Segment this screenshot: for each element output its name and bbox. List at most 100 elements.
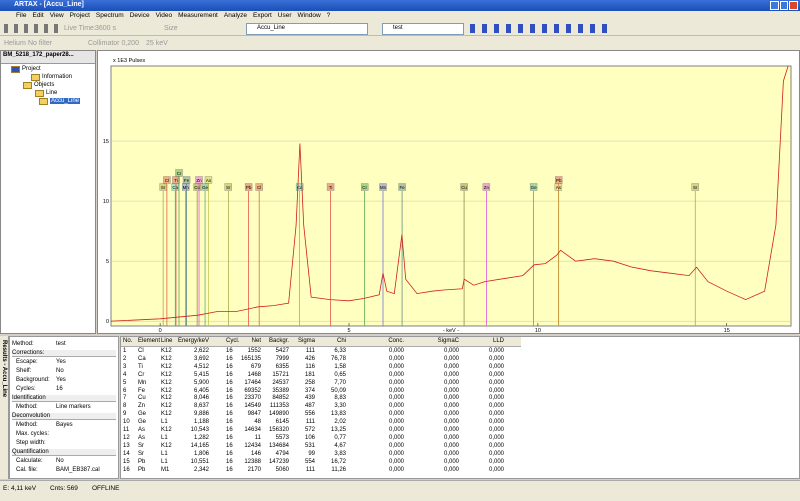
table-cell: 16 bbox=[226, 419, 233, 426]
table-cell: 16 bbox=[226, 395, 233, 402]
table-cell: 0,000 bbox=[488, 419, 504, 426]
element-marker-box bbox=[529, 183, 538, 191]
device-setting: Helium bbox=[4, 40, 26, 47]
table-cell: 0,000 bbox=[488, 450, 504, 457]
table-cell: 0,000 bbox=[488, 371, 504, 378]
tree-item[interactable]: Project bbox=[11, 65, 41, 73]
menu-item[interactable]: Video bbox=[155, 12, 173, 19]
table-cell: 35389 bbox=[272, 387, 289, 394]
column-header: Energy/keV bbox=[177, 338, 209, 344]
table-cell: 16 bbox=[226, 363, 233, 370]
table-cell: 6145 bbox=[275, 419, 289, 426]
table-cell: 165135 bbox=[240, 355, 261, 362]
table-cell: 156320 bbox=[268, 427, 289, 433]
folder-icon bbox=[39, 97, 48, 105]
table-cell: Ge bbox=[138, 411, 147, 418]
side-tab-label[interactable]: Results - Accu_Line bbox=[1, 340, 7, 398]
tree-item[interactable]: Objects bbox=[23, 81, 54, 89]
table-cell: 0,000 bbox=[388, 466, 404, 473]
menu-item[interactable]: Analyze bbox=[223, 12, 247, 19]
setting-label: Method: bbox=[12, 341, 34, 347]
table-cell: 0,000 bbox=[443, 379, 459, 386]
table-cell: 3,30 bbox=[334, 403, 346, 410]
menu-item[interactable]: Edit bbox=[32, 12, 44, 19]
table-cell: 0,000 bbox=[388, 427, 404, 433]
menu-item[interactable]: Export bbox=[253, 12, 272, 19]
element-marker-box bbox=[326, 183, 335, 191]
table-cell: 3,83 bbox=[334, 450, 346, 457]
toolbar-icons[interactable] bbox=[470, 24, 610, 33]
table-cell: 146 bbox=[250, 450, 261, 457]
table-cell: 0,000 bbox=[443, 348, 459, 354]
device-icons[interactable] bbox=[4, 24, 62, 33]
menu-item[interactable]: File bbox=[16, 12, 27, 19]
menu-item[interactable]: Project bbox=[69, 12, 90, 19]
menu-item[interactable]: Window bbox=[297, 12, 321, 19]
table-cell: 16 bbox=[226, 387, 233, 394]
minimize-button[interactable] bbox=[770, 1, 779, 10]
section-header: Quantification bbox=[12, 449, 116, 456]
table-cell: K12 bbox=[161, 411, 172, 418]
table-cell: 6,405 bbox=[193, 387, 209, 394]
element-marker-box bbox=[691, 183, 699, 191]
table-cell: K12 bbox=[161, 427, 172, 433]
maximize-button[interactable] bbox=[779, 1, 789, 10]
size-button[interactable]: Size bbox=[164, 25, 178, 32]
table-cell: M1 bbox=[161, 466, 170, 473]
table-cell: 1552 bbox=[247, 348, 261, 354]
setting-value: test bbox=[56, 341, 66, 347]
y-tick-label: 0 bbox=[106, 319, 109, 325]
table-cell: K12 bbox=[161, 442, 172, 449]
table-cell: 8,83 bbox=[334, 395, 346, 402]
menu-bar: File Edit View Project Spectrum Device Video Me… bbox=[0, 11, 800, 21]
window-buttons bbox=[770, 1, 799, 10]
method-select[interactable]: test bbox=[382, 23, 464, 35]
tree-item[interactable]: Information bbox=[31, 73, 72, 81]
table-cell: 0,000 bbox=[488, 403, 504, 410]
spectrum-window: x 1E3 Pulses - keV -0 5 10 15 0 5 10 15 Sr Cl Ca Ti C… bbox=[97, 50, 800, 334]
y-tick-label: 15 bbox=[103, 139, 109, 145]
tree-label: Accu_Line bbox=[50, 98, 81, 104]
element-marker-label: Ge bbox=[202, 185, 209, 190]
column-header: Chi bbox=[336, 338, 346, 344]
setting-label: Max. cycles: bbox=[16, 431, 50, 437]
menu-item[interactable]: Measurement bbox=[178, 12, 218, 19]
table-cell: Mn bbox=[138, 379, 147, 386]
table-cell: 1 bbox=[123, 348, 127, 354]
table-cell: 0,000 bbox=[443, 466, 459, 473]
table-cell: 0,000 bbox=[443, 458, 459, 465]
table-cell: 11,26 bbox=[331, 466, 346, 473]
element-marker-label: Pb bbox=[246, 185, 252, 190]
menu-item[interactable]: Device bbox=[129, 12, 150, 19]
close-button[interactable] bbox=[789, 1, 799, 10]
folder-icon bbox=[31, 73, 40, 81]
tree-item[interactable]: Line bbox=[35, 89, 57, 97]
plot-area bbox=[110, 65, 792, 327]
menu-item[interactable]: Spectrum bbox=[95, 12, 124, 19]
table-cell: 0,000 bbox=[388, 403, 404, 410]
table-cell: 24537 bbox=[272, 379, 289, 386]
table-cell: K12 bbox=[161, 403, 172, 410]
spectrum-select[interactable]: Accu_Line bbox=[246, 23, 368, 35]
table-cell: 12434 bbox=[244, 442, 261, 449]
table-cell: 1,58 bbox=[334, 363, 346, 370]
element-marker-label: Mn bbox=[380, 185, 387, 190]
table-cell: Zn bbox=[138, 403, 146, 410]
table-cell: 16 bbox=[226, 458, 233, 465]
spectrum-name: Accu_Line bbox=[257, 25, 286, 31]
table-cell: 14549 bbox=[244, 403, 261, 410]
table-cell: 7,70 bbox=[334, 379, 346, 386]
menu-item[interactable]: View bbox=[49, 12, 64, 19]
setting-value: Line markers bbox=[56, 404, 91, 410]
table-cell: 6,33 bbox=[334, 348, 346, 354]
tree-item[interactable]: Accu_Line bbox=[39, 97, 81, 105]
table-cell: 0,000 bbox=[443, 434, 459, 441]
setting-label: Method: bbox=[16, 422, 38, 428]
table-cell: 5 bbox=[123, 379, 127, 386]
table-cell: 0,000 bbox=[443, 395, 459, 402]
menu-item[interactable]: User bbox=[277, 12, 292, 19]
table-cell: 16 bbox=[123, 466, 130, 473]
table-cell: 1,282 bbox=[193, 434, 209, 441]
menu-item[interactable]: ? bbox=[326, 12, 331, 19]
table-cell: 426 bbox=[304, 355, 315, 362]
